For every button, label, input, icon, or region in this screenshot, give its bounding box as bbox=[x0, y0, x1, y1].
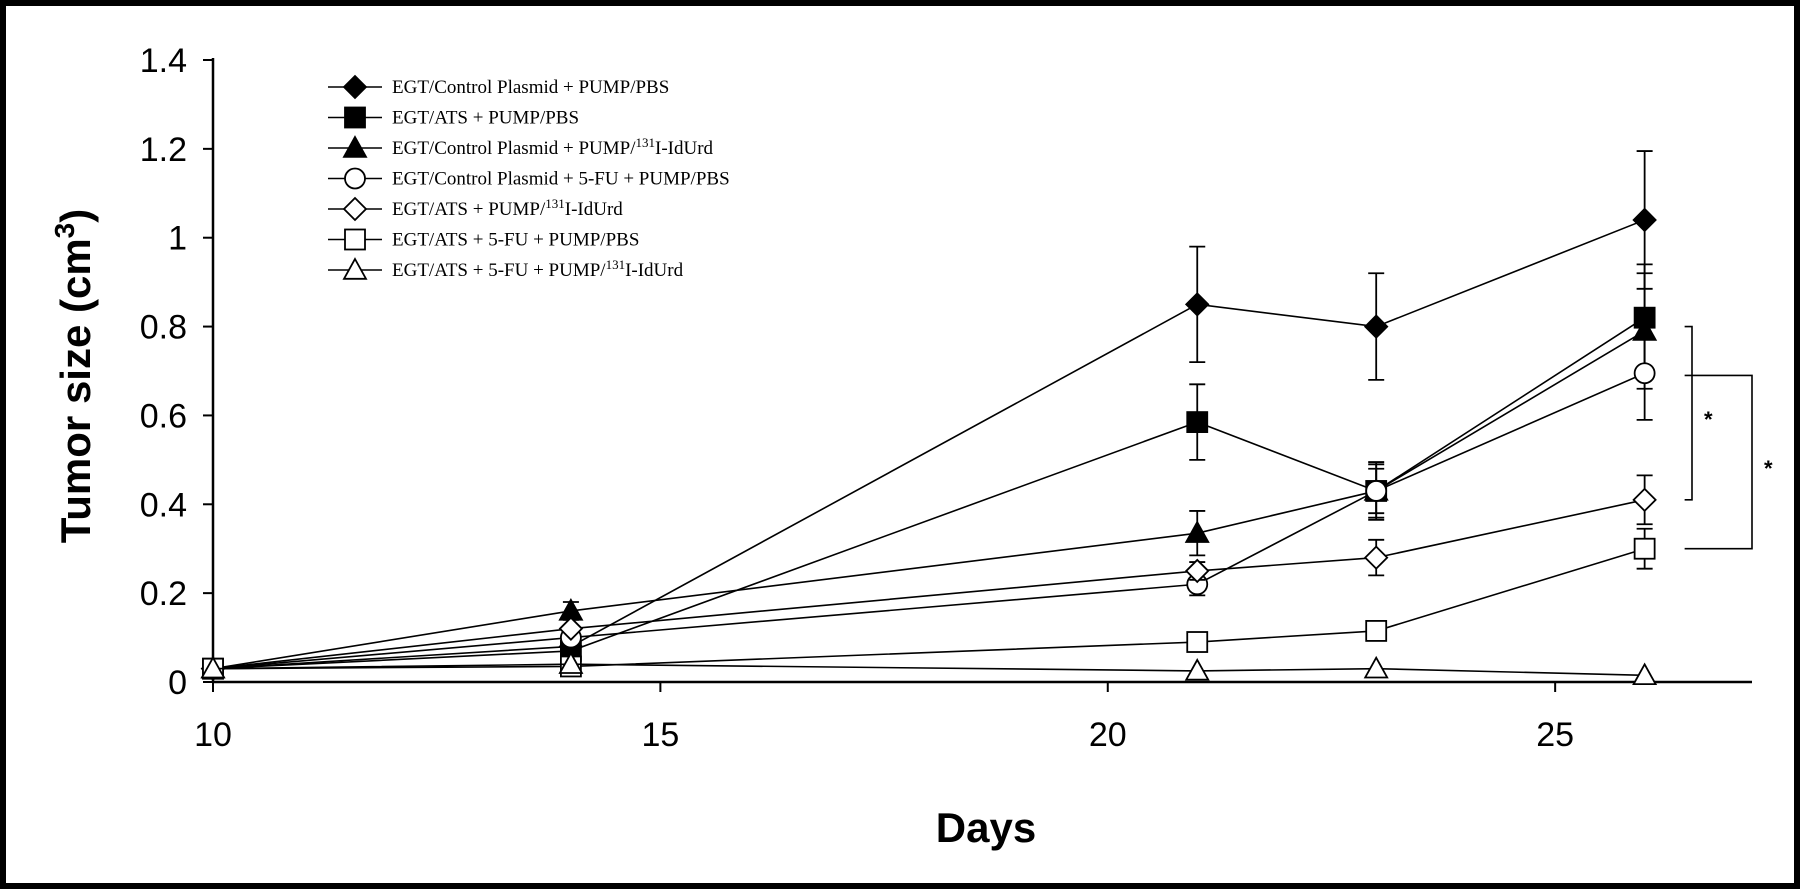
significance-star: * bbox=[1704, 407, 1713, 432]
legend-label: EGT/ATS + PUMP/PBS bbox=[392, 108, 579, 129]
y-tick-label: 0.8 bbox=[140, 309, 187, 347]
tumor-size-line-chart: 00.20.40.60.811.21.410 15 20 25 ** EGT/Cont… bbox=[49, 42, 1773, 851]
legend-marker bbox=[342, 196, 368, 222]
series-7 bbox=[200, 651, 1658, 686]
y-tick-label: 0.2 bbox=[140, 575, 187, 613]
data-point-marker bbox=[1363, 545, 1389, 570]
legend-label: EGT/ATS + 5-FU + PUMP/131I-IdUrd bbox=[392, 257, 684, 281]
data-point-marker bbox=[558, 616, 584, 641]
y-axis-title-main: Tumor size (cm bbox=[52, 238, 99, 543]
legend-label-part: 131 bbox=[636, 135, 656, 150]
legend-label-part: EGT/ATS + 5-FU + PUMP/ bbox=[392, 260, 606, 281]
data-point-marker bbox=[200, 655, 226, 679]
legend-label-part: EGT/Control Plasmid + PUMP/PBS bbox=[392, 77, 669, 98]
data-point-marker bbox=[1363, 655, 1389, 679]
y-tick-label: 0.6 bbox=[140, 397, 187, 435]
data-point-marker bbox=[1184, 292, 1210, 317]
data-point-marker bbox=[1184, 520, 1210, 543]
legend-entry-1: EGT/Control Plasmid + PUMP/PBS bbox=[328, 74, 669, 100]
legend-label: EGT/ATS + PUMP/131I-IdUrd bbox=[392, 196, 623, 220]
axes: 0 0.2 0.4 0.6 0.8 1 1.2 1.4 10 15 20 25 bbox=[140, 42, 1752, 754]
legend-label-part: EGT/ATS + PUMP/PBS bbox=[392, 108, 579, 129]
legend-label-part: EGT/ATS + 5-FU + PUMP/PBS bbox=[392, 230, 639, 251]
y-axis-title: Tumor size (cm3) bbox=[49, 209, 99, 544]
data-point-marker bbox=[558, 651, 584, 674]
legend-entry-3: EGT/Control Plasmid + PUMP/131I-IdUrd bbox=[328, 135, 714, 159]
legend-entry-2: EGT/ATS + PUMP/PBS bbox=[328, 106, 579, 129]
x-axis-title: Days bbox=[936, 804, 1036, 851]
significance-annotations: ** bbox=[1684, 325, 1773, 550]
x-tick-label: 10 bbox=[194, 716, 232, 754]
legend-label-part: I-IdUrd bbox=[655, 138, 714, 159]
legend-marker bbox=[344, 228, 366, 251]
legend-label-part: 131 bbox=[545, 196, 565, 211]
legend-label-part: I-IdUrd bbox=[625, 260, 684, 281]
series-line bbox=[212, 663, 1645, 677]
series-5 bbox=[200, 474, 1657, 681]
significance-star: * bbox=[1764, 456, 1773, 481]
x-tick-label: 20 bbox=[1089, 716, 1127, 754]
series-line bbox=[212, 499, 1645, 670]
y-tick-label: 1 bbox=[168, 220, 187, 258]
legend-marker bbox=[344, 167, 366, 190]
legend-label: EGT/Control Plasmid + PUMP/131I-IdUrd bbox=[392, 135, 714, 159]
y-tick-label: 1.4 bbox=[140, 42, 187, 80]
data-point-marker bbox=[1632, 487, 1657, 513]
series-group bbox=[200, 150, 1658, 686]
legend-label: EGT/Control Plasmid + PUMP/PBS bbox=[392, 77, 669, 98]
data-point-marker bbox=[1363, 314, 1389, 339]
legend-label-part: 131 bbox=[606, 257, 626, 272]
legend-label: EGT/ATS + 5-FU + PUMP/PBS bbox=[392, 230, 639, 251]
y-tick-label: 0 bbox=[168, 664, 187, 702]
series-line bbox=[212, 317, 1646, 670]
data-point-marker bbox=[1365, 620, 1388, 642]
x-tick-label: 25 bbox=[1536, 716, 1574, 754]
legend-entry-6: EGT/ATS + 5-FU + PUMP/PBS bbox=[328, 228, 639, 251]
x-tick-label: 15 bbox=[641, 716, 679, 754]
y-axis-title-suffix: ) bbox=[52, 209, 99, 223]
legend-entry-7: EGT/ATS + 5-FU + PUMP/131I-IdUrd bbox=[328, 257, 684, 281]
legend-label: EGT/Control Plasmid + 5-FU + PUMP/PBS bbox=[392, 169, 730, 190]
y-tick-label: 0.4 bbox=[140, 486, 187, 524]
legend-label-part: I-IdUrd bbox=[565, 199, 624, 220]
legend-marker bbox=[342, 257, 368, 280]
y-tick-label: 1.2 bbox=[140, 131, 187, 169]
legend-label-part: EGT/ATS + PUMP/ bbox=[392, 199, 546, 220]
data-point-marker bbox=[1632, 207, 1657, 233]
legend-marker bbox=[344, 106, 366, 129]
series-line bbox=[212, 219, 1645, 670]
legend: EGT/Control Plasmid + PUMP/PBS EGT/ATS + … bbox=[328, 74, 730, 281]
significance-bracket bbox=[1684, 325, 1693, 501]
legend-entry-5: EGT/ATS + PUMP/131I-IdUrd bbox=[328, 196, 623, 222]
series-line bbox=[212, 330, 1646, 670]
legend-entry-4: EGT/Control Plasmid + 5-FU + PUMP/PBS bbox=[328, 167, 730, 190]
legend-label-part: EGT/Control Plasmid + PUMP/ bbox=[392, 138, 636, 159]
data-point-marker bbox=[1184, 658, 1210, 681]
series-2 bbox=[202, 263, 1656, 680]
data-point-marker bbox=[1186, 631, 1209, 653]
significance-bracket bbox=[1684, 374, 1753, 550]
legend-marker bbox=[342, 74, 368, 100]
y-axis-title-superscript: 3 bbox=[49, 223, 80, 239]
series-4 bbox=[202, 325, 1656, 680]
legend-label-part: EGT/Control Plasmid + 5-FU + PUMP/PBS bbox=[392, 169, 730, 190]
data-point-marker bbox=[1632, 662, 1658, 686]
data-point-marker bbox=[1633, 537, 1656, 560]
data-point-marker bbox=[1365, 480, 1388, 502]
data-point-marker bbox=[1633, 362, 1656, 385]
series-3 bbox=[200, 272, 1658, 679]
data-point-marker bbox=[1184, 558, 1210, 584]
legend-marker bbox=[342, 135, 368, 158]
data-point-marker bbox=[1186, 411, 1209, 433]
